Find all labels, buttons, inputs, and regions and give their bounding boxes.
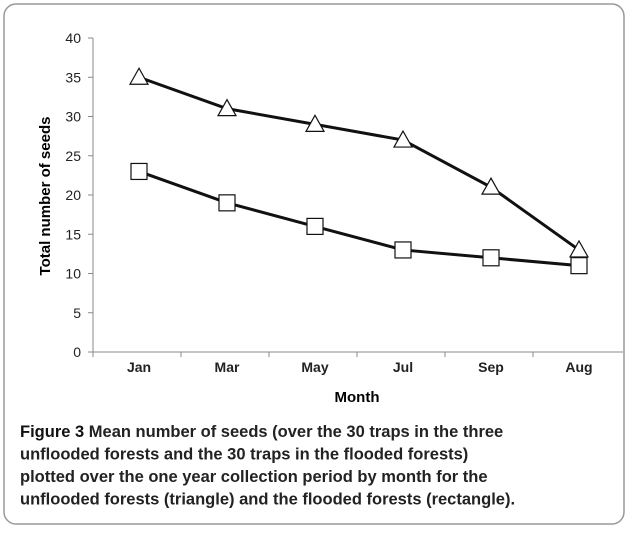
square-marker (130, 162, 148, 181)
y-tick-label: 20 (65, 187, 81, 203)
y-tick-label: 10 (65, 266, 81, 282)
caption-text: plotted over the one year collection per… (20, 468, 488, 486)
caption-line: unflooded forests and the 30 traps in th… (20, 446, 468, 464)
square-marker (482, 249, 500, 267)
y-tick-label: 35 (65, 69, 81, 85)
caption-line: Figure 3 Mean number of seeds (over the … (20, 423, 503, 441)
caption-label: Figure 3 (20, 423, 84, 441)
x-tick-label: Aug (565, 359, 592, 375)
series-line (138, 75, 580, 252)
square-marker (306, 217, 324, 235)
series-line (138, 170, 580, 268)
x-tick-label: Sep (478, 359, 504, 375)
caption-line: unflooded forests (triangle) and the flo… (20, 491, 515, 509)
x-axis-title: Month (335, 389, 380, 406)
y-tick-label: 15 (65, 226, 81, 242)
y-tick-label: 5 (73, 305, 81, 321)
y-tick-label: 0 (73, 344, 81, 360)
caption: Figure 3 Mean number of seeds (over the … (20, 423, 515, 509)
triangle-marker (304, 114, 326, 132)
square-marker (570, 257, 588, 275)
x-tick-label: Mar (215, 359, 240, 375)
caption-line: plotted over the one year collection per… (20, 468, 488, 486)
x-tick-label: May (301, 359, 328, 375)
y-tick-label: 40 (65, 30, 81, 46)
triangle-marker (128, 67, 150, 85)
caption-text: unflooded forests and the 30 traps in th… (20, 446, 468, 464)
square-marker (394, 241, 412, 259)
triangle-marker (392, 129, 414, 148)
triangle-marker (216, 98, 238, 117)
x-tick-label: Jul (393, 359, 413, 375)
caption-text: unflooded forests (triangle) and the flo… (20, 491, 515, 509)
triangle-marker (480, 176, 502, 195)
x-tick-label: Jan (127, 359, 151, 375)
caption-text: Mean number of seeds (over the 30 traps … (89, 423, 503, 441)
figure-frame (3, 3, 625, 525)
y-tick-label: 25 (65, 148, 81, 164)
y-axis-title: Total number of seeds (37, 117, 54, 276)
triangle-marker (568, 239, 590, 258)
y-tick-label: 30 (65, 109, 81, 125)
square-marker (218, 194, 236, 212)
